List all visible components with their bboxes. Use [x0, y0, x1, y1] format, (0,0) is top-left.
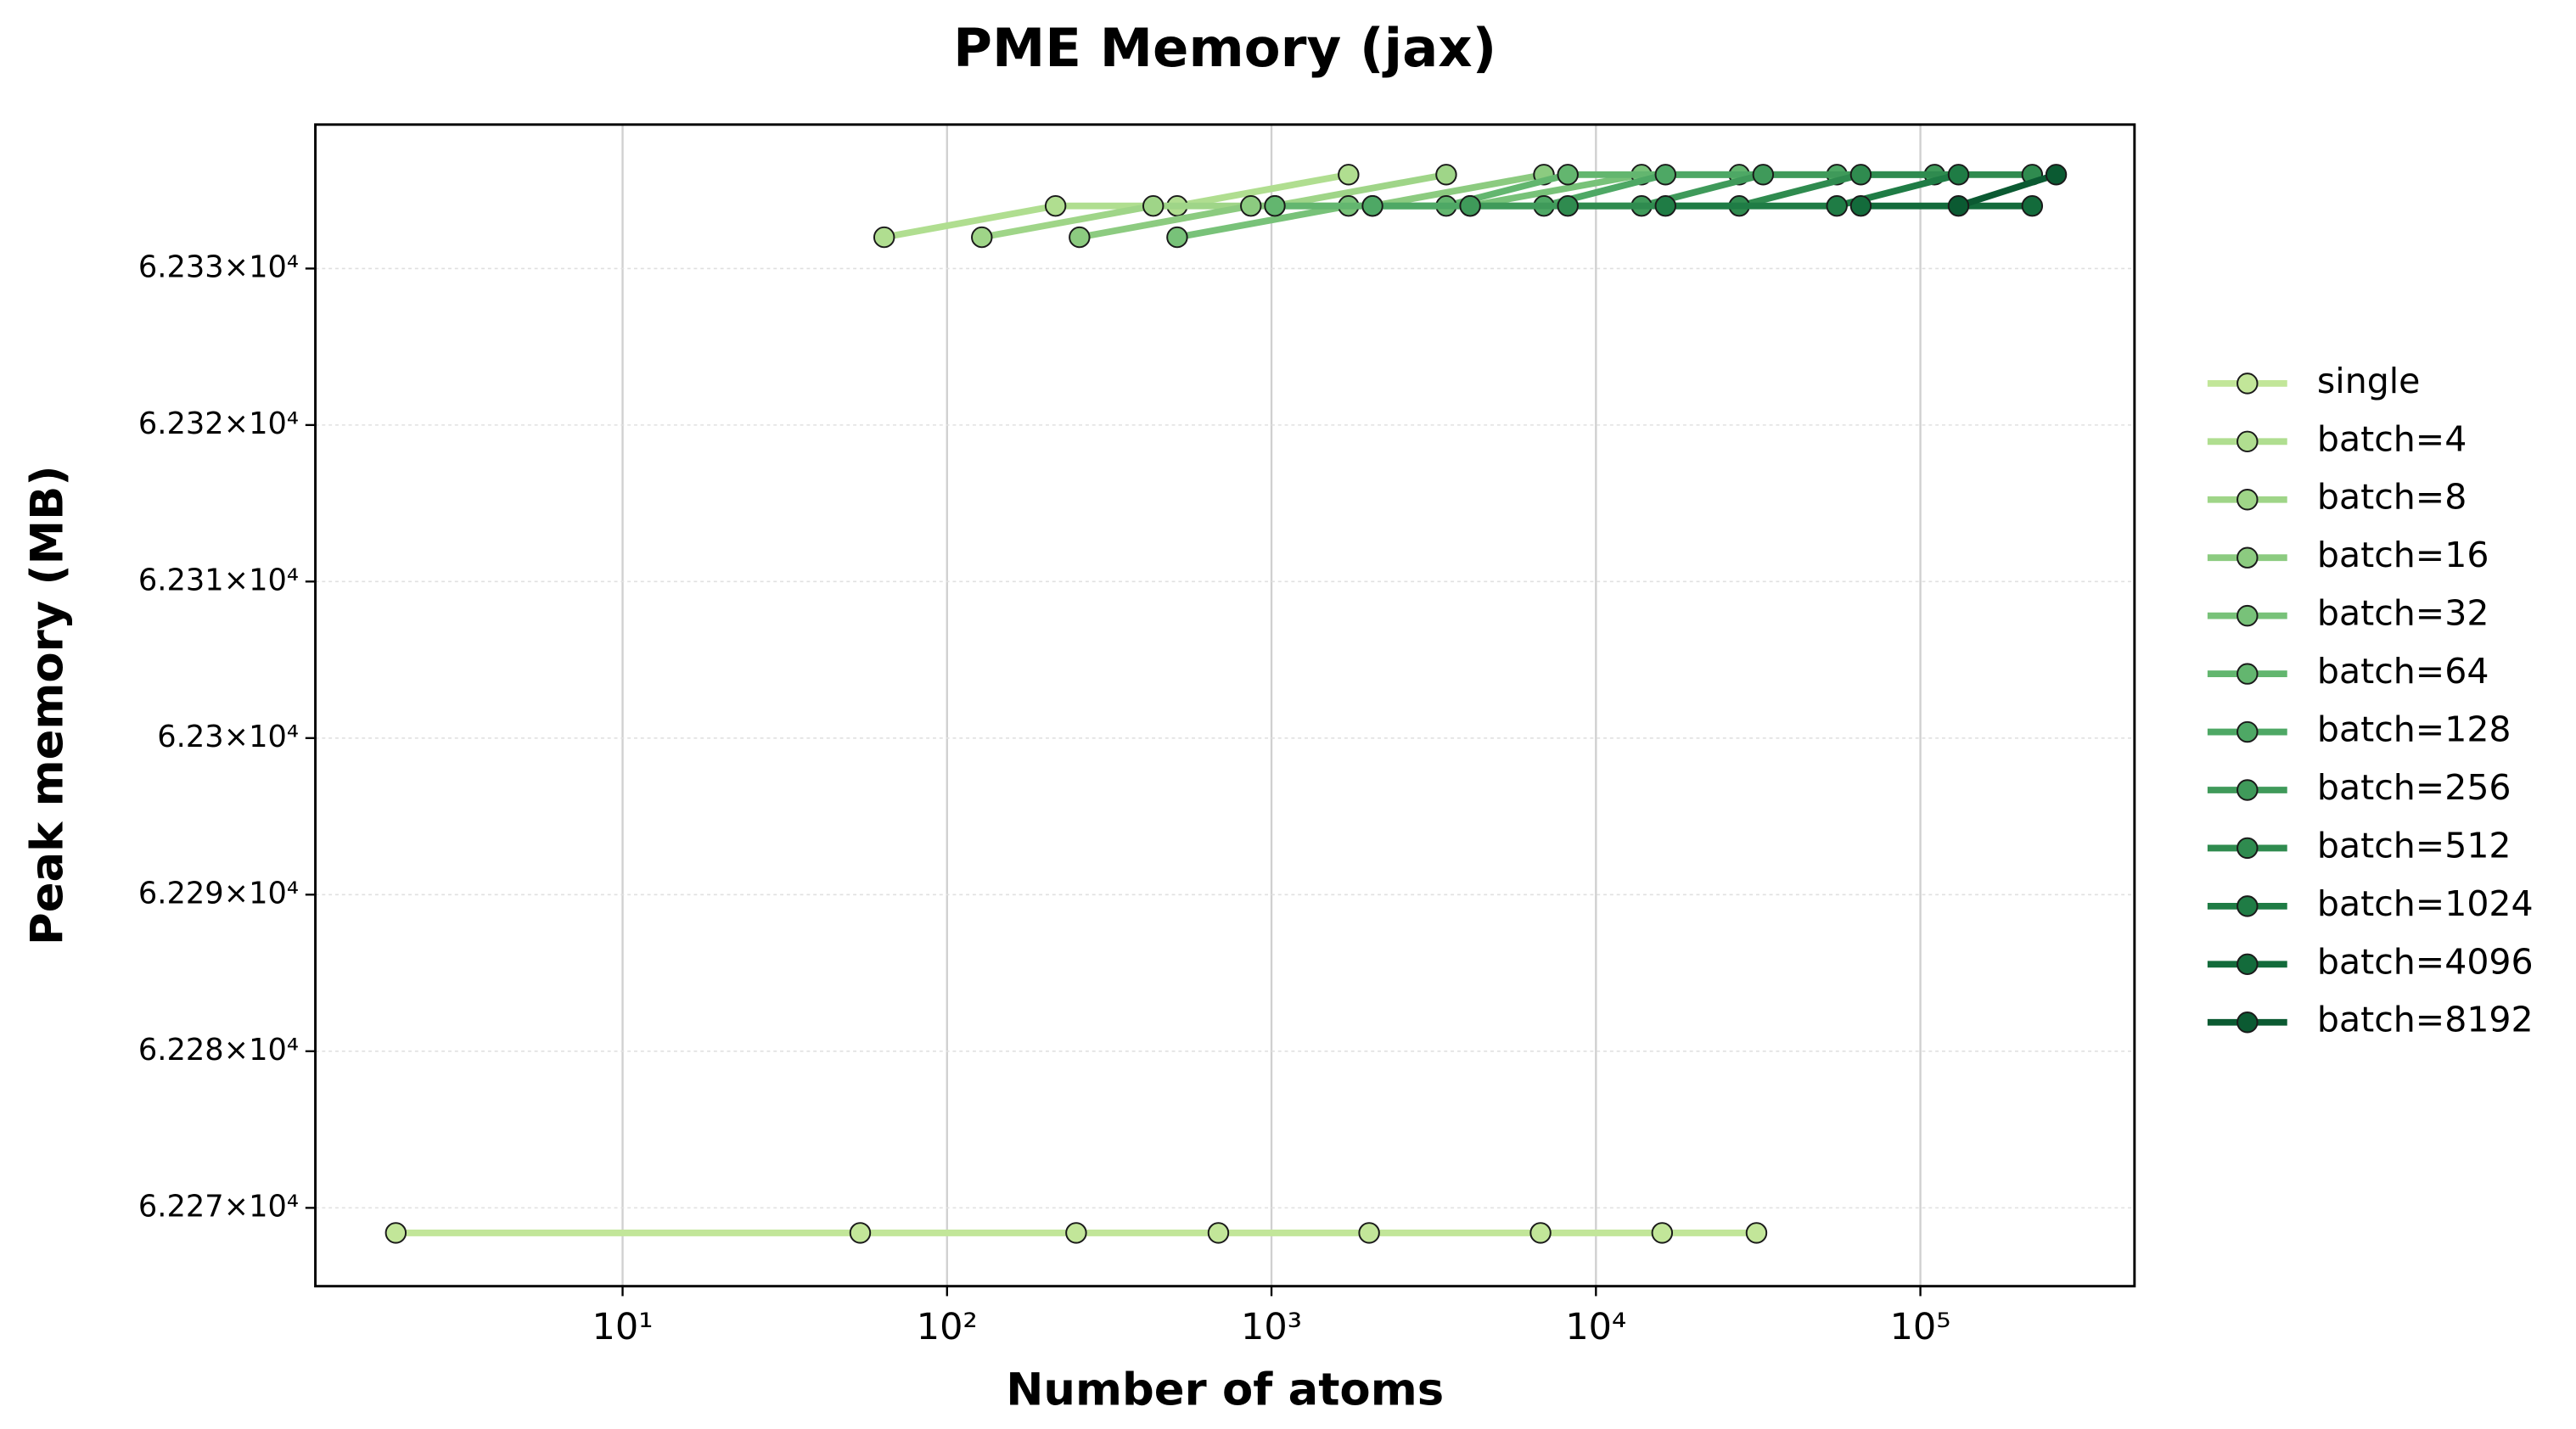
legend-marker: [2236, 837, 2259, 860]
data-point: [1358, 1222, 1380, 1244]
legend-marker: [2236, 663, 2259, 685]
data-point: [1826, 194, 1848, 217]
legend-marker: [2236, 895, 2259, 917]
data-point: [1947, 164, 1970, 186]
plot-frame: [314, 123, 2136, 1288]
y-tick-label: 6.232×10⁴: [138, 406, 299, 441]
data-point: [1849, 194, 1872, 217]
data-point: [1044, 194, 1067, 217]
data-point: [1947, 194, 1970, 217]
legend-label: batch=8: [2317, 477, 2467, 518]
legend-marker: [2236, 430, 2259, 453]
data-point: [1069, 226, 1091, 249]
x-axis-label: Number of atoms: [1006, 1364, 1444, 1415]
legend-marker: [2236, 779, 2259, 801]
y-axis-label: Peak memory (MB): [21, 466, 73, 945]
legend-label: batch=4: [2317, 418, 2467, 459]
data-point: [384, 1222, 407, 1244]
data-point: [2021, 194, 2044, 217]
data-point: [1142, 194, 1165, 217]
data-point: [1654, 194, 1676, 217]
data-point: [873, 226, 895, 249]
legend-label: batch=256: [2317, 767, 2511, 808]
legend-marker: [2236, 489, 2259, 511]
legend-label: batch=512: [2317, 825, 2511, 866]
data-point: [1529, 1222, 1552, 1244]
legend-label: batch=4096: [2317, 941, 2534, 982]
y-tick-label: 6.233×10⁴: [138, 249, 299, 284]
x-tick-label: 10⁵: [1890, 1306, 1951, 1348]
data-point: [1166, 226, 1188, 249]
y-tick-label: 6.227×10⁴: [138, 1189, 299, 1224]
chart-title: PME Memory (jax): [953, 17, 1496, 79]
data-point: [1745, 1222, 1768, 1244]
series-line: [883, 171, 1350, 241]
series-line: [1957, 171, 2057, 210]
data-point: [1435, 164, 1457, 186]
data-point: [971, 226, 993, 249]
data-point: [1654, 164, 1676, 186]
legend-marker: [2236, 604, 2259, 627]
data-point: [1065, 1222, 1087, 1244]
data-point: [1338, 164, 1360, 186]
data-point: [1849, 164, 1872, 186]
series-line: [981, 171, 1447, 241]
data-point: [1240, 194, 1262, 217]
legend-label: batch=16: [2317, 535, 2489, 575]
legend-label: batch=8192: [2317, 1000, 2534, 1040]
legend-label: batch=1024: [2317, 883, 2534, 924]
legend-marker: [2236, 1012, 2259, 1034]
data-point: [849, 1222, 872, 1244]
data-point: [2045, 164, 2068, 186]
data-point: [1207, 1222, 1230, 1244]
data-point: [1557, 164, 1579, 186]
legend-marker: [2236, 546, 2259, 569]
data-point: [1557, 194, 1579, 217]
legend-label: batch=64: [2317, 651, 2489, 692]
y-tick-label: 6.229×10⁴: [138, 876, 299, 911]
x-tick-label: 10²: [917, 1306, 978, 1348]
legend-marker: [2236, 953, 2259, 976]
x-tick-label: 10¹: [592, 1306, 654, 1348]
data-point: [1651, 1222, 1674, 1244]
data-point: [1752, 164, 1775, 186]
x-tick-label: 10³: [1241, 1306, 1302, 1348]
x-tick-label: 10⁴: [1565, 1306, 1626, 1348]
legend-label: batch=32: [2317, 593, 2489, 634]
y-tick-label: 6.231×10⁴: [138, 563, 299, 597]
data-point: [1264, 194, 1286, 217]
legend-marker: [2236, 720, 2259, 743]
data-point: [1361, 194, 1383, 217]
legend-label: batch=128: [2317, 709, 2511, 750]
y-tick-label: 6.23×10⁴: [157, 720, 299, 754]
legend-marker: [2236, 373, 2259, 395]
data-point: [1459, 194, 1481, 217]
legend-label: single: [2317, 361, 2421, 401]
y-tick-label: 6.228×10⁴: [138, 1033, 299, 1068]
